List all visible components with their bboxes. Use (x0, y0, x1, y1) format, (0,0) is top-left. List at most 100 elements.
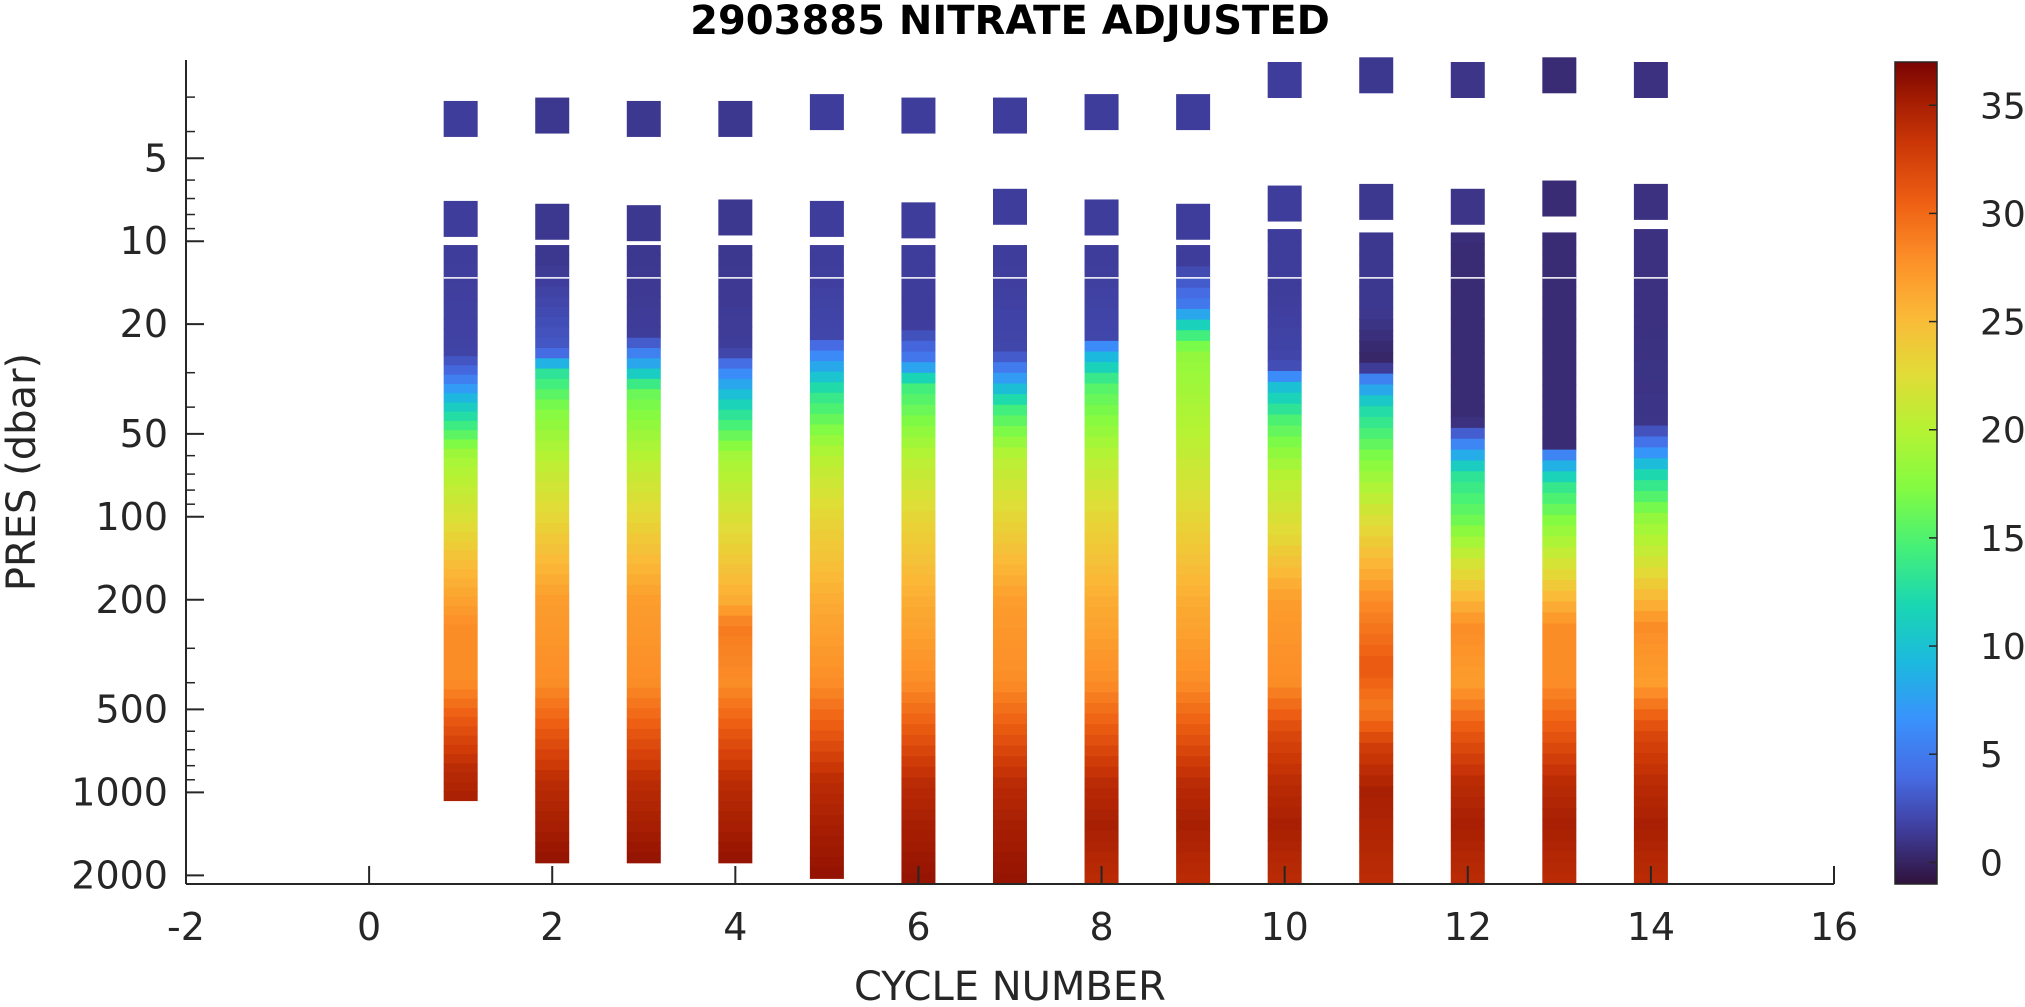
nitrate-cell (1542, 786, 1577, 798)
nitrate-cell (1542, 721, 1577, 733)
nitrate-cell (443, 254, 478, 265)
nitrate-cell (1542, 362, 1577, 375)
nitrate-cell (901, 809, 936, 821)
nitrate-cell (993, 298, 1027, 310)
nitrate-cell (1542, 514, 1577, 527)
nitrate-cell (809, 413, 844, 426)
nitrate-cell (1633, 665, 1668, 678)
nitrate-cell (443, 282, 478, 292)
nitrate-cell (1359, 807, 1394, 820)
nitrate-cell (1450, 797, 1485, 809)
nitrate-cell (718, 564, 753, 576)
nitrate-cell (443, 735, 478, 746)
nitrate-cell (1267, 392, 1302, 405)
nitrate-cell (1176, 287, 1211, 299)
profile-column (1633, 61, 1668, 885)
nitrate-cell (1450, 829, 1485, 842)
y-tick-label: 2000 (71, 853, 168, 897)
nitrate-cell (901, 628, 936, 640)
nitrate-cell (1176, 585, 1211, 598)
nitrate-cell (535, 677, 570, 689)
nitrate-cell (993, 532, 1027, 544)
nitrate-cell (443, 559, 478, 570)
nitrate-cell (1633, 545, 1668, 558)
nitrate-cell (535, 687, 570, 699)
nitrate-cell (718, 553, 753, 565)
colorbar-tick-label: 0 (1980, 843, 2003, 884)
nitrate-cell (535, 811, 570, 823)
nitrate-cell (1359, 655, 1394, 668)
nitrate-cell (1267, 567, 1302, 579)
nitrate-cell (1084, 245, 1119, 257)
nitrate-cell (626, 512, 661, 524)
nitrate-cell (993, 649, 1027, 661)
nitrate-cell (1542, 797, 1577, 809)
nitrate-cell (1176, 766, 1211, 779)
nitrate-cell (535, 265, 570, 277)
nitrate-cell (1084, 468, 1119, 480)
nitrate-cell (1267, 458, 1302, 470)
nitrate-cell (1542, 373, 1577, 386)
nitrate-cell (1176, 660, 1211, 672)
nitrate-cell (443, 420, 478, 431)
nitrate-cell (1542, 807, 1577, 820)
nitrate-cell (718, 492, 753, 504)
nitrate-cell (1176, 649, 1211, 661)
nitrate-cell (809, 297, 844, 309)
nitrate-cell (993, 447, 1027, 459)
nitrate-cell (1176, 203, 1211, 240)
nitrate-cell (1633, 807, 1668, 820)
nitrate-cell (718, 739, 753, 751)
nitrate-cell (1084, 724, 1119, 736)
nitrate-cell (443, 393, 478, 404)
nitrate-cell (993, 862, 1027, 874)
nitrate-cell (1359, 840, 1394, 853)
nitrate-cell (901, 756, 936, 768)
nitrate-cell (1359, 579, 1394, 592)
nitrate-cell (535, 800, 570, 812)
nitrate-cell (1450, 775, 1485, 787)
nitrate-cell (993, 340, 1027, 353)
nitrate-cell (1633, 600, 1668, 612)
nitrate-cell (1450, 753, 1485, 766)
nitrate-cell (1267, 370, 1302, 383)
nitrate-cell (1359, 634, 1394, 646)
nitrate-cell (1267, 774, 1302, 787)
nitrate-cell (1633, 632, 1668, 645)
nitrate-cell (535, 821, 570, 833)
nitrate-cell (1359, 666, 1394, 679)
nitrate-cell (1542, 265, 1577, 277)
nitrate-cell (1542, 503, 1577, 516)
nitrate-cell (1267, 338, 1302, 350)
nitrate-cell (1359, 590, 1394, 603)
nitrate-cell (718, 543, 753, 555)
nitrate-cell (626, 728, 661, 740)
nitrate-cell (901, 97, 936, 134)
nitrate-cell (1267, 665, 1302, 678)
nitrate-cell (993, 820, 1027, 832)
nitrate-cell (1176, 426, 1211, 438)
nitrate-cell (993, 394, 1027, 406)
nitrate-cell (901, 852, 936, 864)
nitrate-cell (1542, 482, 1577, 494)
nitrate-cell (535, 378, 570, 390)
nitrate-cell (443, 661, 478, 672)
nitrate-cell (1176, 852, 1211, 864)
nitrate-cell (901, 830, 936, 843)
nitrate-cell (1359, 438, 1394, 451)
nitrate-cell (1176, 820, 1211, 832)
profile-column (443, 100, 478, 802)
nitrate-cell (901, 671, 936, 683)
nitrate-cell (1176, 308, 1211, 321)
nitrate-cell (1633, 567, 1668, 579)
nitrate-cell (1542, 829, 1577, 842)
nitrate-cell (718, 687, 753, 699)
nitrate-cell (809, 698, 844, 711)
nitrate-cell (993, 458, 1027, 470)
gap-line (1267, 277, 1302, 279)
nitrate-cell (1176, 447, 1211, 459)
nitrate-cell (993, 692, 1027, 704)
nitrate-cell (1084, 852, 1119, 864)
nitrate-cell (1267, 632, 1302, 645)
nitrate-cell (443, 606, 478, 616)
